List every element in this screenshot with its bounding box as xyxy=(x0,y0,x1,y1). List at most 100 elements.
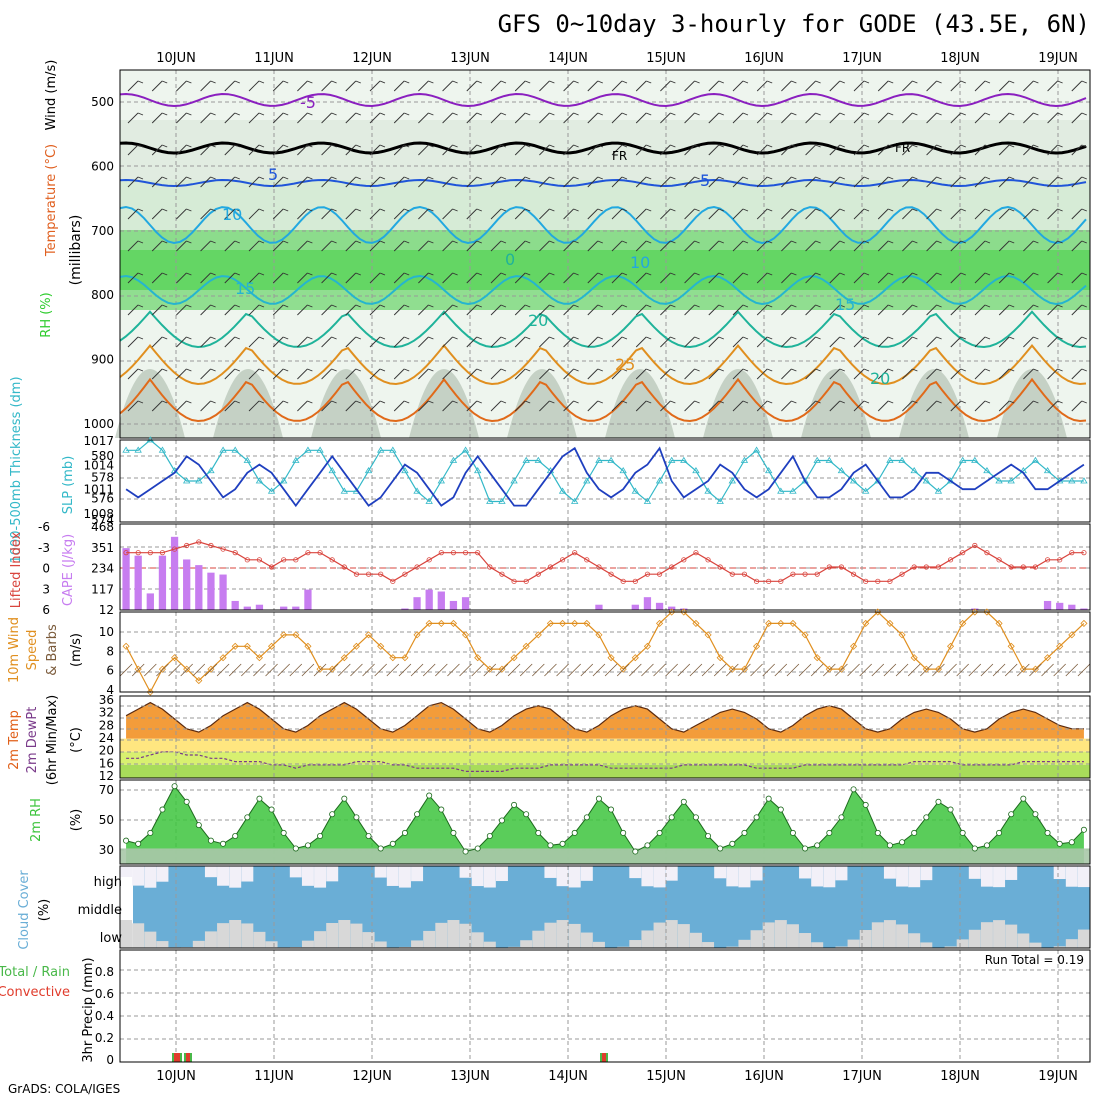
wind-barb-flag xyxy=(137,144,144,148)
wind-barb-flag xyxy=(331,240,337,244)
wind-barb xyxy=(756,176,768,188)
wind-barb-flag xyxy=(791,144,797,148)
wind-barb xyxy=(321,400,332,412)
wind-barb-10m xyxy=(956,663,969,677)
cloud-high-gap xyxy=(289,866,302,878)
wind-barb xyxy=(345,208,357,220)
wind-barb-10m xyxy=(1053,663,1066,677)
cloud-low-block xyxy=(301,940,314,948)
thickness-point xyxy=(486,497,494,504)
wind-barb-flag xyxy=(452,304,458,308)
wind-barb xyxy=(974,400,986,412)
wind-barb-10m xyxy=(592,663,606,677)
wind-barb xyxy=(514,240,526,252)
wind-barb-flag xyxy=(476,272,482,276)
wind-barb xyxy=(200,112,211,124)
thickness-point xyxy=(813,456,821,463)
cloud-high-gap xyxy=(326,866,339,882)
wind-barb-10m xyxy=(447,663,460,677)
rh2m-point xyxy=(959,829,966,836)
wind-barb xyxy=(297,112,308,124)
wind-speed-point xyxy=(777,619,785,627)
rh2m-point xyxy=(668,814,675,821)
thickness-point xyxy=(619,466,627,474)
temp-contour-5 xyxy=(119,178,1087,188)
wind-barb-flag xyxy=(1009,368,1015,372)
wind-barb xyxy=(902,400,913,412)
wind-barb-10m xyxy=(1077,663,1091,677)
wind-barb-flag xyxy=(525,304,531,308)
wind-barb xyxy=(442,272,453,284)
wind-barb xyxy=(1071,368,1083,380)
wind-barb-flag xyxy=(621,240,628,244)
cloud-low-block xyxy=(799,933,812,948)
wind-barb-flag xyxy=(839,208,845,212)
cape-bar xyxy=(595,604,603,610)
cloud-low-block xyxy=(459,923,472,948)
wind-barb-flag xyxy=(912,304,918,308)
wind-barb xyxy=(611,400,623,412)
lifted-index-point xyxy=(632,578,638,584)
wind-barb-flag xyxy=(307,336,313,340)
wind-barb xyxy=(321,112,332,124)
wind-speed-point xyxy=(510,654,518,662)
wind-barb xyxy=(902,176,913,188)
lifted-index-point xyxy=(766,578,772,584)
thickness-point xyxy=(364,466,373,474)
wind-barb-10m xyxy=(362,663,375,677)
wind-barb xyxy=(950,304,962,316)
rh2m-point xyxy=(826,829,833,836)
wind-barb xyxy=(781,336,792,348)
rh2m-point xyxy=(329,811,336,818)
wind-barb xyxy=(200,272,211,284)
wind-barb xyxy=(176,336,187,348)
wind-barb-flag xyxy=(621,176,628,180)
thickness-point xyxy=(922,477,931,484)
wind-speed-point xyxy=(255,654,264,662)
wind-barb xyxy=(321,176,332,188)
lifted-index-point xyxy=(365,571,372,577)
wind-barb-flag xyxy=(210,304,216,308)
wind-barb-flag xyxy=(355,80,361,84)
wind-barb-flag xyxy=(888,272,894,276)
wind-barb xyxy=(563,400,574,412)
wind-speed-point xyxy=(898,631,906,639)
date-label-top: 12JUN xyxy=(352,51,392,66)
wind-barb-flag xyxy=(960,144,966,148)
wind-barb xyxy=(539,336,550,348)
wind-barb xyxy=(418,144,429,156)
cape-bar xyxy=(255,604,264,610)
wind-barb-flag xyxy=(162,240,168,244)
date-label-bottom: 10JUN xyxy=(156,1069,196,1084)
wind-barb-flag xyxy=(1009,240,1015,244)
cloud-low-block xyxy=(980,922,993,948)
rh2m-point xyxy=(729,840,736,847)
wind-barb xyxy=(926,240,937,252)
wind-barb-flag xyxy=(791,112,797,116)
date-axis: 10JUN10JUN11JUN11JUN12JUN12JUN13JUN13JUN… xyxy=(156,51,1078,1084)
wind-barb xyxy=(660,144,671,156)
wind-barb-flag xyxy=(186,80,192,84)
wind-barb-flag xyxy=(476,112,482,116)
rh2m-point xyxy=(123,837,130,844)
wind-barb-flag xyxy=(525,208,531,212)
wind-barb-flag xyxy=(960,176,966,180)
wind-barb-flag xyxy=(1081,240,1087,244)
temp-tick: 20 xyxy=(99,744,114,758)
wind-barb-flag xyxy=(404,304,410,308)
wind-barb-flag xyxy=(525,368,531,372)
thickness-line xyxy=(126,439,1084,503)
low-level-humidity-lobe xyxy=(409,369,479,438)
lifted-index-point xyxy=(390,578,396,584)
wind-barb-10m xyxy=(774,663,788,677)
wind-barb-flag xyxy=(379,144,386,148)
wind-barb xyxy=(635,176,647,188)
wind-barb-flag xyxy=(1033,80,1039,84)
lifted-index-point xyxy=(790,571,796,577)
wind-barb-10m xyxy=(847,663,860,677)
wind-barb-flag xyxy=(186,304,192,308)
wind-barb-flag xyxy=(234,336,240,340)
cloud-low-block xyxy=(629,940,642,948)
wind-barb xyxy=(321,144,332,156)
